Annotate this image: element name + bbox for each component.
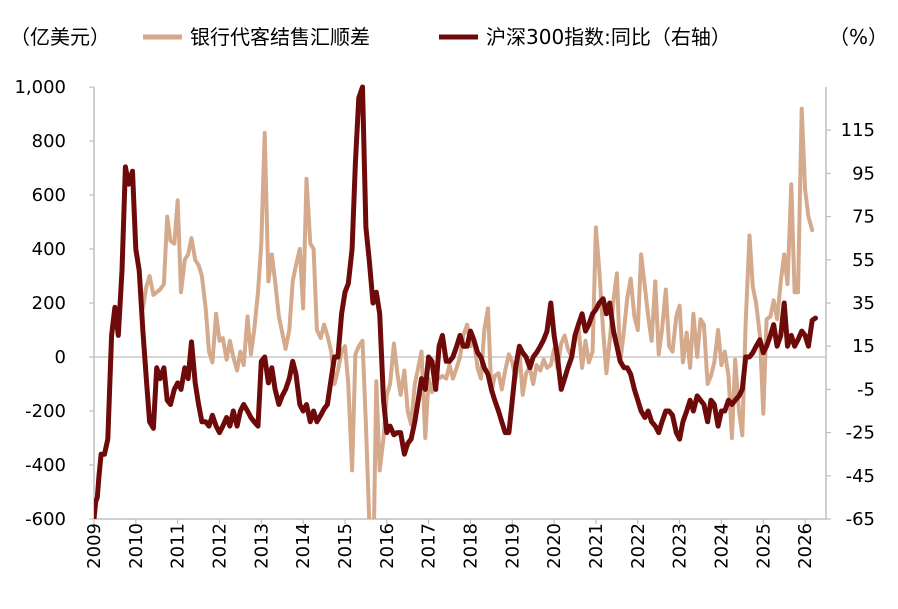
- x-tick-label: 2015: [335, 523, 356, 569]
- x-tick-label: 2019: [502, 523, 523, 569]
- x-tick-label: 2017: [419, 523, 440, 569]
- x-tick-label: 2020: [544, 523, 565, 569]
- right-tick-label: -25: [846, 423, 875, 444]
- axes: -600 -400 -200 0 200 400 600 800 1,000 -65 -45 -25 -…: [14, 77, 875, 569]
- x-tick-label: 2011: [168, 523, 189, 569]
- right-tick-label: 55: [852, 250, 875, 271]
- legend-label-csi300-yoy: 沪深300指数:同比（右轴）: [486, 25, 731, 49]
- x-tick-label: 2009: [84, 523, 105, 569]
- right-tick-label: 115: [841, 120, 875, 141]
- x-tick-label: 2021: [586, 523, 607, 569]
- x-tick-label: 2022: [628, 523, 649, 569]
- x-tick-label: 2024: [711, 523, 732, 569]
- left-tick-label: -600: [25, 509, 66, 530]
- x-tick-label: 2023: [670, 523, 691, 569]
- left-tick-label: 0: [55, 347, 66, 368]
- left-tick-label: 200: [32, 293, 66, 314]
- left-axis-unit: （亿美元）: [10, 25, 110, 49]
- right-tick-label: -65: [846, 509, 875, 530]
- left-tick-label: 1,000: [14, 77, 66, 98]
- right-axis-unit: （%）: [829, 25, 888, 49]
- plot-area: [94, 84, 818, 519]
- right-tick-label: 35: [852, 293, 875, 314]
- x-tick-label: 2014: [293, 523, 314, 569]
- x-tick-label: 2012: [209, 523, 230, 569]
- legend-label-fx-surplus: 银行代客结售汇顺差: [190, 25, 370, 49]
- right-tick-label: -5: [857, 379, 875, 400]
- left-tick-label: 800: [32, 131, 66, 152]
- x-tick-label: 2018: [460, 523, 481, 569]
- series-line-csi300-yoy: [94, 84, 818, 519]
- left-tick-label: 600: [32, 185, 66, 206]
- right-tick-label: 95: [852, 163, 875, 184]
- x-tick-label: 2026: [795, 523, 816, 569]
- right-tick-label: -45: [846, 466, 875, 487]
- x-tick-label: 2016: [377, 523, 398, 569]
- x-tick-label: 2025: [753, 523, 774, 569]
- x-tick-label: 2013: [251, 523, 272, 569]
- right-tick-label: 15: [852, 336, 875, 357]
- left-tick-label: -400: [25, 455, 66, 476]
- x-tick-label: 2010: [126, 523, 147, 569]
- left-tick-label: 400: [32, 239, 66, 260]
- right-tick-label: 75: [852, 207, 875, 228]
- left-tick-label: -200: [25, 401, 66, 422]
- series-group: [94, 84, 818, 519]
